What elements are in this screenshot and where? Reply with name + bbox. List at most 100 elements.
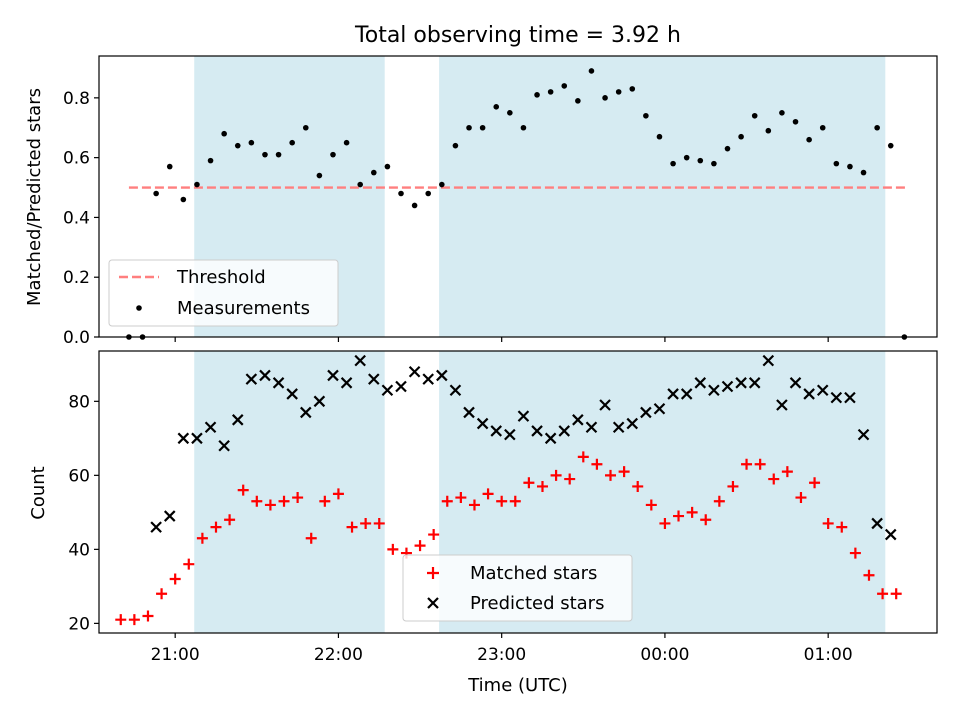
matched-star-point [877,588,889,600]
predicted-star-point [177,432,190,445]
predicted-star-point [762,354,775,367]
matched-star-point [264,499,276,511]
predicted-star-point [789,377,802,389]
matched-star-point [618,466,630,478]
matched-star-point [468,499,480,511]
measurement-point [588,68,595,74]
predicted-star-point [871,517,883,530]
x-tick-label: 01:00 [804,645,853,665]
y-tick-label: 0.0 [63,328,90,348]
matched-star-point [428,529,440,541]
measurement-point [615,89,622,95]
matched-star-point [577,451,589,463]
predicted-star-point [150,521,162,533]
matched-star-point [890,588,902,600]
matched-star-point [169,573,181,585]
matched-star-point [414,540,426,552]
matched-star-point [591,458,603,470]
predicted-star-point [544,432,557,445]
predicted-star-point [612,421,625,434]
measurement-point [370,169,377,176]
measurement-point [234,142,241,149]
measurement-point [833,160,840,167]
measurement-point [194,181,200,188]
predicted-star-point [830,391,843,404]
matched-star-point [550,469,562,481]
matched-star-point [536,480,548,492]
predicted-star-point [517,410,530,422]
x-tick-label: 23:00 [477,645,526,665]
matched-star-point [605,469,617,481]
measurement-point [439,181,445,188]
matched-star-point [523,477,535,489]
matched-star-point [768,473,780,485]
legend-measurement-label: Measurements [177,298,310,319]
measurement-point [398,190,404,197]
observing-span [194,351,385,633]
measurement-point [221,130,227,137]
matched-star-point [482,488,494,500]
matched-star-point [251,495,263,507]
measurement-point [792,118,799,125]
matched-star-point [373,517,385,529]
measurement-point [126,334,132,340]
measurement-point [779,109,785,116]
predicted-star-point [599,399,611,411]
y-tick-label: 0.2 [63,268,90,288]
legend-matched-label: Matched stars [470,563,597,584]
measurement-point [887,142,894,149]
measurement-point [602,95,608,101]
measurement-point [330,151,336,158]
predicted-star-point [667,388,679,400]
matched-star-point [659,517,671,529]
matched-star-point [496,495,508,507]
matched-star-point [128,614,140,626]
legend-predicted-label: Predicted stars [470,593,604,614]
y-tick-label: 0.6 [63,149,90,169]
measurement-point [860,169,867,176]
predicted-star-point [504,428,516,441]
legend-matched-swatch [427,567,439,579]
measurement-point [547,89,554,95]
measurement-point [819,124,826,131]
measurement-point [711,160,717,167]
matched-star-point [863,569,875,581]
predicted-star-point [163,510,176,522]
matched-star-point [156,588,168,600]
predicted-star-point [259,369,271,382]
predicted-star-point [694,377,707,389]
predicted-star-point [558,425,571,437]
measurement-point [656,133,663,140]
legend-predicted-swatch [427,597,439,609]
legend-measurement-swatch [136,305,142,311]
measurement-point [683,154,690,161]
measurement-point [153,190,159,197]
matched-star-point [237,484,249,496]
plot-frame [98,350,938,634]
predicted-star-point [368,373,380,385]
matched-star-point [632,480,644,492]
measurement-point [670,160,676,167]
matched-star-point [387,543,399,555]
measurement-point [738,133,744,140]
predicted-star-point [708,384,720,397]
measurement-point [629,86,636,92]
predicted-star-point [490,425,503,437]
matched-star-point [822,517,834,529]
predicted-star-point [680,388,693,400]
predicted-star-point [231,414,244,426]
matched-star-point [849,547,861,559]
measurement-point [520,124,527,131]
predicted-star-point [436,369,448,382]
predicted-star-point [245,373,258,385]
matched-star-point [781,466,793,478]
matched-star-point [795,492,807,504]
predicted-star-point [340,377,353,389]
matched-star-point [183,558,195,570]
measurement-point [289,139,295,146]
predicted-star-point [640,406,652,419]
matched-star-point [305,532,317,544]
predicted-star-point [626,417,639,430]
observing-span [439,56,886,337]
